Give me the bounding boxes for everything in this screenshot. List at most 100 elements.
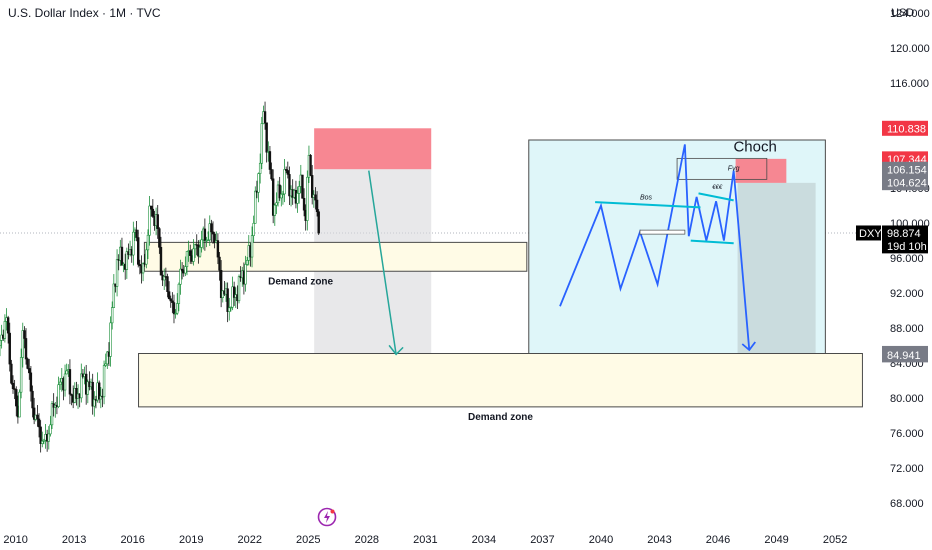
candle-body [172, 302, 176, 315]
candle-body [216, 240, 220, 258]
candle-body [15, 389, 18, 407]
candle-body [50, 403, 54, 426]
candle-body [3, 321, 7, 339]
candle-body [115, 259, 119, 287]
projection-arrow-line [368, 170, 397, 355]
candle-body [0, 340, 2, 346]
candle-body [283, 169, 286, 195]
candle-body [174, 312, 177, 315]
candle-body [159, 246, 163, 276]
candle-body [65, 370, 68, 375]
candle-body [28, 368, 31, 374]
candle-body [106, 351, 109, 365]
candle-body [317, 211, 320, 234]
candle-body [189, 250, 192, 256]
candle-body [24, 338, 28, 360]
candle-body [232, 286, 236, 298]
y-tick-label: 116.000 [890, 78, 929, 90]
candle-body [138, 264, 142, 267]
x-tick-label: 2013 [62, 534, 86, 546]
candle-body [150, 205, 153, 210]
candle-body [184, 266, 187, 274]
candle-body [19, 357, 23, 393]
candle-body [297, 186, 301, 194]
candle-body [41, 440, 44, 444]
candle-body [42, 439, 46, 442]
candle-body [80, 373, 83, 399]
candle-body [13, 388, 16, 390]
candle-body [102, 365, 106, 398]
x-tick-label: 2016 [120, 534, 144, 546]
candle-body [23, 330, 26, 339]
candle-body [148, 205, 151, 236]
chart-background-layer: Demand zone Demand zone [0, 128, 880, 423]
y-tick-label: 80.000 [890, 393, 924, 405]
x-tick-label: 2043 [647, 534, 671, 546]
candle-body [310, 175, 314, 198]
candle-body [31, 390, 34, 409]
price-tag [882, 238, 928, 254]
candle-body [257, 173, 260, 193]
demand-zone-label: Demand zone [268, 276, 333, 287]
candle-body [10, 363, 13, 384]
candle-body [306, 176, 309, 221]
candle-body [228, 307, 231, 312]
candle-body [258, 162, 262, 174]
tradingview-flash-icon[interactable] [317, 507, 337, 527]
chart-title: U.S. Dollar Index · 1M · TVC [8, 6, 161, 20]
candle-body [198, 247, 202, 257]
x-tick-label: 2037 [530, 534, 554, 546]
candle-body [213, 233, 216, 243]
candle-body [193, 244, 197, 250]
y-tick-label: 72.000 [890, 463, 924, 475]
y-tick-label: 68.000 [890, 498, 924, 510]
currency-label[interactable]: USD [891, 7, 915, 19]
candle-body [271, 178, 275, 216]
drawings-layer: Bos Choch Fvg €€€ [368, 138, 777, 356]
x-tick-label: 2022 [238, 534, 262, 546]
candle-body [8, 332, 11, 365]
candle-body [75, 388, 78, 399]
candle-body [112, 283, 116, 308]
eql-line [690, 239, 734, 245]
symbol-tag-label: DXY [859, 228, 882, 240]
candle-body [166, 276, 169, 292]
price-tag-label: 110.838 [887, 123, 926, 135]
stop-loss-zone [314, 128, 432, 170]
candle-body [203, 228, 207, 241]
symbol-tag [856, 225, 881, 241]
price-tag-label: 84.941 [887, 350, 921, 362]
y-tick-label: 88.000 [890, 323, 924, 335]
liquidity-line [698, 192, 734, 202]
candle-body [273, 204, 276, 216]
candle-body [156, 214, 159, 229]
x-tick-label: 2028 [355, 534, 379, 546]
candle-body [244, 264, 247, 285]
candle-body [192, 248, 195, 262]
candle-body [275, 202, 278, 206]
candle-body [36, 414, 39, 420]
candle-body [252, 222, 255, 236]
candle-body [177, 283, 181, 304]
candle-body [180, 268, 184, 271]
candle-body [137, 237, 140, 265]
x-tick-label: 2034 [472, 534, 496, 546]
candle-body [179, 268, 182, 285]
price-tag [882, 161, 928, 177]
candle-body [110, 307, 114, 324]
candle-body [163, 276, 166, 281]
candle-body [254, 190, 257, 224]
candle-body [226, 288, 229, 312]
candle-body [229, 306, 233, 309]
axis-layer: 68.00072.00076.00080.00084.00088.00092.0… [3, 8, 929, 546]
candle-body [120, 246, 124, 266]
candle-body [278, 184, 281, 199]
candle-body [210, 223, 213, 233]
y-tick-label: 92.000 [890, 288, 924, 300]
x-tick-label: 2052 [823, 534, 847, 546]
candle-body [32, 407, 36, 420]
demand-zone-label: Demand zone [468, 412, 533, 423]
candle-body [301, 174, 304, 199]
candle-body [97, 382, 101, 400]
